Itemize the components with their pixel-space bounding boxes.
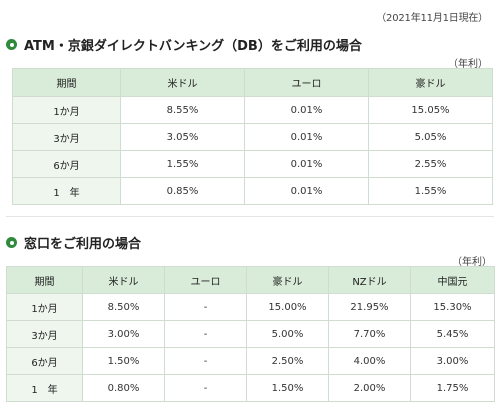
- rate-cell: 5.45%: [410, 320, 495, 348]
- row-label: 1 年: [12, 177, 121, 205]
- row-label: 6か月: [6, 347, 83, 375]
- table-row: 1 年 0.80% - 1.50% 2.00% 1.75%: [6, 374, 495, 402]
- as-of-date-note: （2021年11月1日現在）: [376, 13, 488, 24]
- header-cell-usd: 米ドル: [82, 266, 165, 294]
- rate-cell: 3.00%: [410, 347, 495, 375]
- table-header-row: 期間 米ドル ユーロ 豪ドル NZドル 中国元: [6, 266, 495, 294]
- header-cell-aud: 豪ドル: [368, 68, 493, 97]
- bullet-icon: [6, 237, 17, 248]
- unit-note-annual-rate: （年利）: [448, 59, 488, 70]
- rate-cell: 0.01%: [244, 96, 369, 124]
- rate-cell: 1.75%: [410, 374, 495, 402]
- header-cell-period: 期間: [6, 266, 83, 294]
- header-cell-eur: ユーロ: [164, 266, 247, 294]
- header-cell-eur: ユーロ: [244, 68, 369, 97]
- rate-cell: 8.55%: [120, 96, 245, 124]
- rate-table-atm-db: 期間 米ドル ユーロ 豪ドル 1か月 8.55% 0.01% 15.05% 3か…: [12, 68, 493, 205]
- rate-cell: 15.30%: [410, 293, 495, 321]
- rate-cell: 1.50%: [82, 347, 165, 375]
- unit-note-annual-rate: （年利）: [452, 257, 492, 268]
- table-row: 3か月 3.05% 0.01% 5.05%: [12, 123, 493, 151]
- rate-cell: 15.00%: [246, 293, 329, 321]
- rate-cell: -: [164, 320, 247, 348]
- section-title-counter-text: 窓口をご利用の場合: [24, 237, 142, 252]
- rate-cell: -: [164, 374, 247, 402]
- rate-cell: 4.00%: [328, 347, 411, 375]
- rate-cell: -: [164, 293, 247, 321]
- table-row: 1 年 0.85% 0.01% 1.55%: [12, 177, 493, 205]
- rate-cell: 8.50%: [82, 293, 165, 321]
- rate-cell: 15.05%: [368, 96, 493, 124]
- bullet-icon: [6, 39, 17, 50]
- row-label: 1か月: [6, 293, 83, 321]
- rate-cell: 1.50%: [246, 374, 329, 402]
- rate-cell: 0.01%: [244, 150, 369, 178]
- rate-cell: 21.95%: [328, 293, 411, 321]
- table-row: 6か月 1.55% 0.01% 2.55%: [12, 150, 493, 178]
- rate-cell: 0.85%: [120, 177, 245, 205]
- table-row: 6か月 1.50% - 2.50% 4.00% 3.00%: [6, 347, 495, 375]
- table-row: 1か月 8.55% 0.01% 15.05%: [12, 96, 493, 124]
- table-row: 3か月 3.00% - 5.00% 7.70% 5.45%: [6, 320, 495, 348]
- header-cell-aud: 豪ドル: [246, 266, 329, 294]
- rate-cell: 0.01%: [244, 123, 369, 151]
- section-title-atm-db-text: ATM・京銀ダイレクトバンキング（DB）をご利用の場合: [24, 39, 362, 54]
- row-label: 6か月: [12, 150, 121, 178]
- rate-cell: 3.05%: [120, 123, 245, 151]
- rate-cell: 2.55%: [368, 150, 493, 178]
- header-cell-period: 期間: [12, 68, 121, 97]
- header-cell-nzd: NZドル: [328, 266, 411, 294]
- rate-cell: 1.55%: [120, 150, 245, 178]
- section-title-counter: 窓口をご利用の場合: [6, 233, 141, 252]
- rate-cell: 5.00%: [246, 320, 329, 348]
- header-cell-cny: 中国元: [410, 266, 495, 294]
- table-row: 1か月 8.50% - 15.00% 21.95% 15.30%: [6, 293, 495, 321]
- row-label: 1 年: [6, 374, 83, 402]
- row-label: 1か月: [12, 96, 121, 124]
- rate-cell: 2.00%: [328, 374, 411, 402]
- rate-cell: -: [164, 347, 247, 375]
- header-cell-usd: 米ドル: [120, 68, 245, 97]
- section-title-atm-db: ATM・京銀ダイレクトバンキング（DB）をご利用の場合: [6, 35, 362, 54]
- rate-cell: 1.55%: [368, 177, 493, 205]
- rate-cell: 3.00%: [82, 320, 165, 348]
- rate-cell: 0.80%: [82, 374, 165, 402]
- row-label: 3か月: [6, 320, 83, 348]
- rate-cell: 7.70%: [328, 320, 411, 348]
- row-label: 3か月: [12, 123, 121, 151]
- section-divider: [6, 216, 494, 217]
- table-header-row: 期間 米ドル ユーロ 豪ドル: [12, 68, 493, 97]
- rate-table-counter: 期間 米ドル ユーロ 豪ドル NZドル 中国元 1か月 8.50% - 15.0…: [6, 266, 495, 402]
- rate-cell: 2.50%: [246, 347, 329, 375]
- rate-cell: 0.01%: [244, 177, 369, 205]
- rate-cell: 5.05%: [368, 123, 493, 151]
